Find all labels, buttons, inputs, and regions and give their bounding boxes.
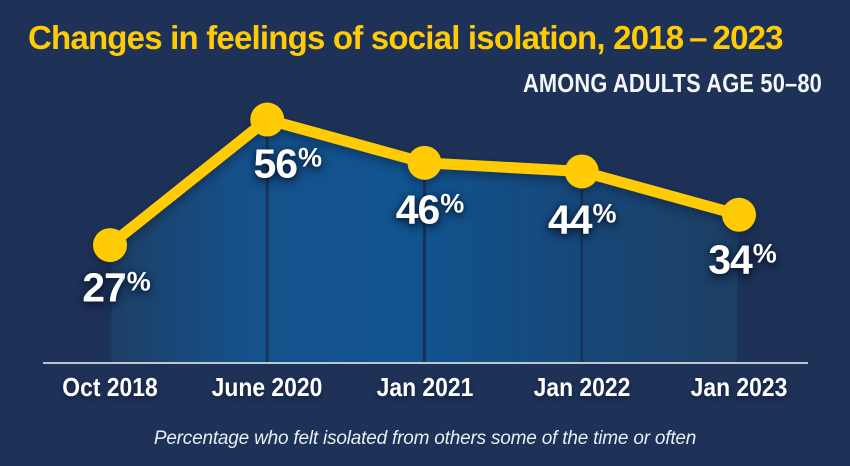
data-point-marker xyxy=(407,145,442,180)
data-point-label: 56% xyxy=(253,140,322,187)
data-point-marker xyxy=(93,228,127,263)
data-point-value: 46 xyxy=(395,186,441,233)
percent-sign: % xyxy=(752,238,777,269)
data-point-value: 44 xyxy=(547,196,593,243)
x-axis-label: Jan 2021 xyxy=(376,372,473,402)
chart-caption: Percentage who felt isolated from others… xyxy=(153,428,697,449)
x-axis-label: Oct 2018 xyxy=(62,372,158,402)
x-axis-label: June 2020 xyxy=(211,372,323,402)
percent-sign: % xyxy=(440,188,464,219)
data-point-marker xyxy=(250,102,285,137)
percent-sign: % xyxy=(298,142,322,173)
data-point-value: 56 xyxy=(253,140,298,187)
data-point-label: 46% xyxy=(395,186,465,233)
data-line xyxy=(93,102,756,263)
vertical-separators xyxy=(108,119,741,362)
x-axis-line xyxy=(43,362,808,364)
x-axis-label: Jan 2023 xyxy=(690,372,788,402)
data-point-marker xyxy=(722,197,756,232)
data-point-label: 27% xyxy=(82,264,151,311)
chart-subtitle: AMONG ADULTS AGE 50–80 xyxy=(522,68,822,98)
x-axis-label: Jan 2022 xyxy=(533,372,631,402)
percent-sign: % xyxy=(592,198,617,229)
data-point-value: 34 xyxy=(708,236,753,283)
data-point-value: 27 xyxy=(82,264,127,311)
data-point-label: 34% xyxy=(708,236,777,283)
chart-title: Changes in feelings of social isolation,… xyxy=(28,19,784,56)
percent-sign: % xyxy=(126,266,151,297)
data-point-label: 44% xyxy=(547,196,617,243)
data-point-marker xyxy=(564,154,599,189)
